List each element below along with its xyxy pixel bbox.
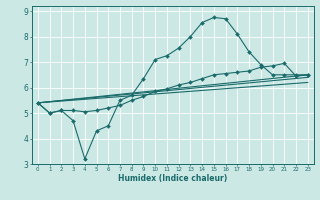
X-axis label: Humidex (Indice chaleur): Humidex (Indice chaleur) bbox=[118, 174, 228, 183]
